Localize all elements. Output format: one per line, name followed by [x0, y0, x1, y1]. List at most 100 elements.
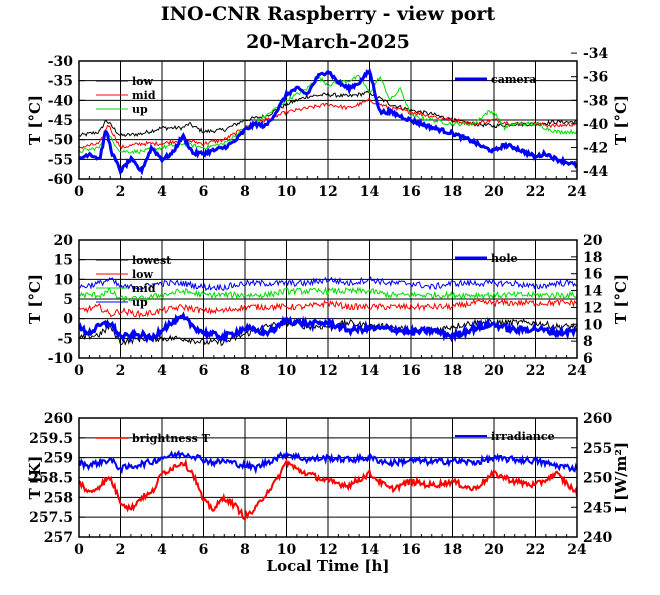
y-left-axis-label: T [°C] [26, 274, 44, 324]
x-tick-label: 6 [199, 363, 209, 379]
y-right-tick-label: -44 [583, 164, 609, 180]
y-right-axis-label: I [W/m²] [612, 442, 630, 513]
y-right-tick-label: -34 [583, 46, 609, 62]
y-right-tick-label: 8 [583, 334, 593, 350]
y-left-tick-label: 258 [44, 490, 73, 506]
y-left-tick-label: -40 [48, 93, 74, 109]
x-tick-label: 4 [157, 184, 167, 200]
y-right-tick-label: 260 [583, 411, 612, 427]
y-left-tick-label: 20 [54, 233, 74, 249]
y-left-tick-label: 259.5 [29, 431, 73, 447]
y-left-tick-label: 258.5 [29, 471, 73, 487]
x-tick-label: 18 [443, 542, 462, 558]
series-line-low [79, 89, 577, 138]
x-tick-label: 18 [443, 184, 462, 200]
x-tick-label: 2 [116, 184, 126, 200]
x-tick-label: 6 [199, 184, 209, 200]
x-tick-label: 20 [484, 184, 504, 200]
y-left-tick-label: 0 [63, 312, 73, 328]
x-tick-label: 16 [401, 184, 420, 200]
y-left-tick-label: -60 [48, 172, 74, 188]
y-right-tick-label: 10 [583, 317, 603, 333]
series-line-mid [79, 286, 577, 303]
plot-frame [78, 417, 578, 538]
x-tick-label: 18 [443, 363, 462, 379]
chart-title: INO-CNR Raspberry - view port [161, 3, 496, 25]
x-tick-label: 22 [526, 184, 545, 200]
legend-label: low [132, 268, 154, 281]
series-line-low [79, 298, 577, 319]
y-left-tick-label: 15 [54, 253, 73, 269]
y-right-tick-label: 16 [583, 267, 602, 283]
x-tick-label: 20 [484, 363, 504, 379]
x-tick-label: 0 [74, 542, 84, 558]
x-tick-label: 24 [567, 542, 587, 558]
x-tick-label: 24 [567, 363, 587, 379]
y-left-tick-label: 5 [63, 292, 73, 308]
x-tick-label: 12 [318, 363, 337, 379]
legend-label: up [132, 296, 148, 309]
x-tick-label: 16 [401, 363, 420, 379]
y-right-tick-label: -38 [583, 93, 608, 109]
x-tick-label: 22 [526, 542, 545, 558]
y-left-tick-label: 259 [44, 451, 73, 467]
series-line-up [79, 276, 577, 292]
legend-label: hole [491, 252, 518, 265]
legend-label: camera [491, 73, 536, 86]
y-left-tick-label: 260 [44, 411, 73, 427]
x-tick-label: 8 [240, 542, 250, 558]
x-tick-label: 10 [277, 184, 297, 200]
y-left-tick-label: -50 [48, 133, 74, 149]
y-right-tick-label: -36 [583, 70, 608, 86]
x-tick-label: 14 [360, 363, 380, 379]
legend-label: lowest [132, 254, 172, 267]
series-line-up [79, 74, 577, 155]
series-line-mid [79, 98, 577, 150]
y-right-tick-label: 250 [583, 471, 612, 487]
plot-frame [78, 60, 578, 180]
y-right-tick-label: 12 [583, 300, 602, 316]
y-left-tick-label: -55 [48, 152, 73, 168]
x-tick-label: 12 [318, 184, 337, 200]
series-line-camera [79, 68, 577, 176]
x-tick-label: 14 [360, 542, 380, 558]
x-tick-label: 20 [484, 542, 504, 558]
x-tick-label: 8 [240, 184, 250, 200]
x-tick-label: 4 [157, 542, 167, 558]
y-left-tick-label: 257.5 [29, 510, 73, 526]
legend-label: mid [132, 282, 156, 295]
x-tick-label: 12 [318, 542, 337, 558]
y-left-tick-label: -45 [48, 113, 73, 129]
y-left-axis-label: T [K] [26, 456, 44, 500]
y-right-tick-label: 18 [583, 250, 602, 266]
x-tick-label: 0 [74, 363, 84, 379]
x-tick-label: 24 [567, 184, 587, 200]
y-left-tick-label: -35 [48, 74, 73, 90]
y-right-tick-label: 14 [583, 284, 603, 300]
y-left-tick-label: 10 [54, 272, 74, 288]
y-right-axis-label: T [°C] [612, 274, 630, 324]
x-tick-label: 10 [277, 542, 297, 558]
series-line-hole [79, 311, 577, 344]
y-right-tick-label: 240 [583, 530, 612, 546]
x-tick-label: 10 [277, 363, 297, 379]
legend-label: brightness T [132, 432, 211, 445]
y-left-axis-label: T [°C] [26, 95, 44, 145]
y-right-tick-label: 20 [583, 233, 603, 249]
y-right-axis-label: T [°C] [612, 95, 630, 145]
x-tick-label: 2 [116, 542, 126, 558]
x-tick-label: 0 [74, 184, 84, 200]
series-line-brightness-T [79, 458, 577, 521]
legend-label: up [132, 103, 148, 116]
legend-label: mid [132, 89, 156, 102]
y-right-tick-label: -42 [583, 140, 608, 156]
x-tick-label: 2 [116, 363, 126, 379]
x-axis-label: Local Time [h] [267, 557, 390, 575]
y-right-tick-label: -40 [583, 117, 609, 133]
x-tick-label: 6 [199, 542, 209, 558]
y-left-tick-label: -10 [48, 351, 74, 367]
y-left-tick-label: -5 [57, 331, 73, 347]
